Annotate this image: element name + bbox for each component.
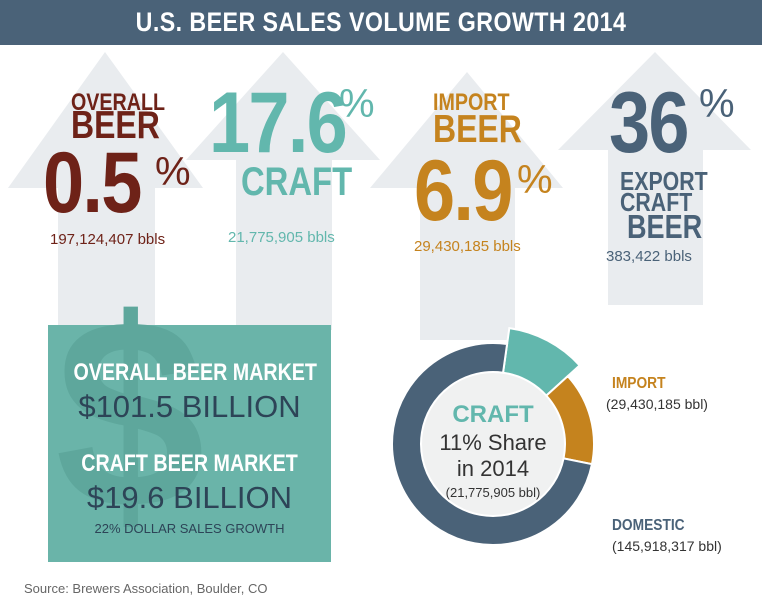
import-slice-label: IMPORT bbox=[612, 375, 666, 392]
donut-slice-domestic bbox=[391, 342, 594, 546]
overall-market-label: OVERALL BEER MARKET bbox=[73, 359, 317, 386]
donut-hole bbox=[422, 373, 564, 515]
import-volume: 29,430,185 bbls bbox=[414, 238, 521, 255]
overall-growth: 0.5 bbox=[43, 134, 142, 233]
craft-dollar-growth: 22% DOLLAR SALES GROWTH bbox=[94, 521, 285, 536]
donut-center-line2: in 2014 bbox=[456, 456, 530, 481]
donut-center-line1: 11% Share bbox=[439, 430, 547, 455]
import-slice-volume: (29,430,185 bbl) bbox=[606, 396, 708, 412]
export-label-line1: EXPORT bbox=[620, 166, 708, 196]
export-volume: 383,422 bbls bbox=[606, 248, 692, 265]
page-title: U.S. BEER SALES VOLUME GROWTH 2014 bbox=[135, 7, 627, 37]
donut-slice-craft bbox=[501, 327, 582, 398]
overall-pct-sign: % bbox=[155, 150, 191, 194]
market-box bbox=[48, 325, 331, 562]
arrow-export bbox=[558, 52, 751, 305]
export-growth: 36 bbox=[609, 74, 690, 173]
overall-label-line2: BEER bbox=[71, 104, 160, 147]
craft-label: CRAFT bbox=[241, 160, 353, 204]
import-growth-value: 6.9 bbox=[414, 143, 513, 239]
overall-growth-value: 0.5 bbox=[43, 135, 142, 231]
donut-center-title: CRAFT bbox=[452, 401, 534, 428]
donut-center-volume: (21,775,905 bbl) bbox=[445, 485, 541, 500]
craft-market-label: CRAFT BEER MARKET bbox=[81, 450, 298, 477]
craft-growth: 17.6 bbox=[209, 74, 348, 173]
craft-market-value: $19.6 BILLION bbox=[86, 480, 293, 515]
import-label-line1: IMPORT bbox=[433, 89, 510, 116]
import-pct-sign: % bbox=[517, 158, 553, 202]
overall-volume: 197,124,407 bbls bbox=[50, 231, 166, 248]
domestic-slice-volume: (145,918,317 bbl) bbox=[612, 538, 722, 554]
overall-market-value: $101.5 BILLION bbox=[78, 389, 301, 424]
craft-volume: 21,775,905 bbls bbox=[228, 229, 335, 246]
title-bar bbox=[0, 0, 762, 45]
arrow-craft bbox=[186, 52, 380, 330]
dollar-sign-icon: $ bbox=[55, 264, 206, 565]
source-note: Source: Brewers Association, Boulder, CO bbox=[24, 581, 268, 596]
craft-growth-value: 17.6 bbox=[209, 75, 348, 171]
domestic-slice-label: DOMESTIC bbox=[612, 517, 685, 534]
export-growth-value: 36 bbox=[609, 75, 690, 171]
craft-pct-sign: % bbox=[339, 82, 375, 126]
export-label-line2: CRAFT bbox=[620, 187, 693, 217]
arrow-overall bbox=[8, 52, 203, 330]
overall-label-line1: OVERALL bbox=[71, 89, 166, 116]
export-label-line3: BEER bbox=[627, 208, 703, 245]
import-label-line2: BEER bbox=[433, 108, 522, 151]
export-pct-sign: % bbox=[699, 82, 735, 126]
arrow-import bbox=[370, 72, 563, 340]
import-growth: 6.9 bbox=[414, 142, 513, 241]
